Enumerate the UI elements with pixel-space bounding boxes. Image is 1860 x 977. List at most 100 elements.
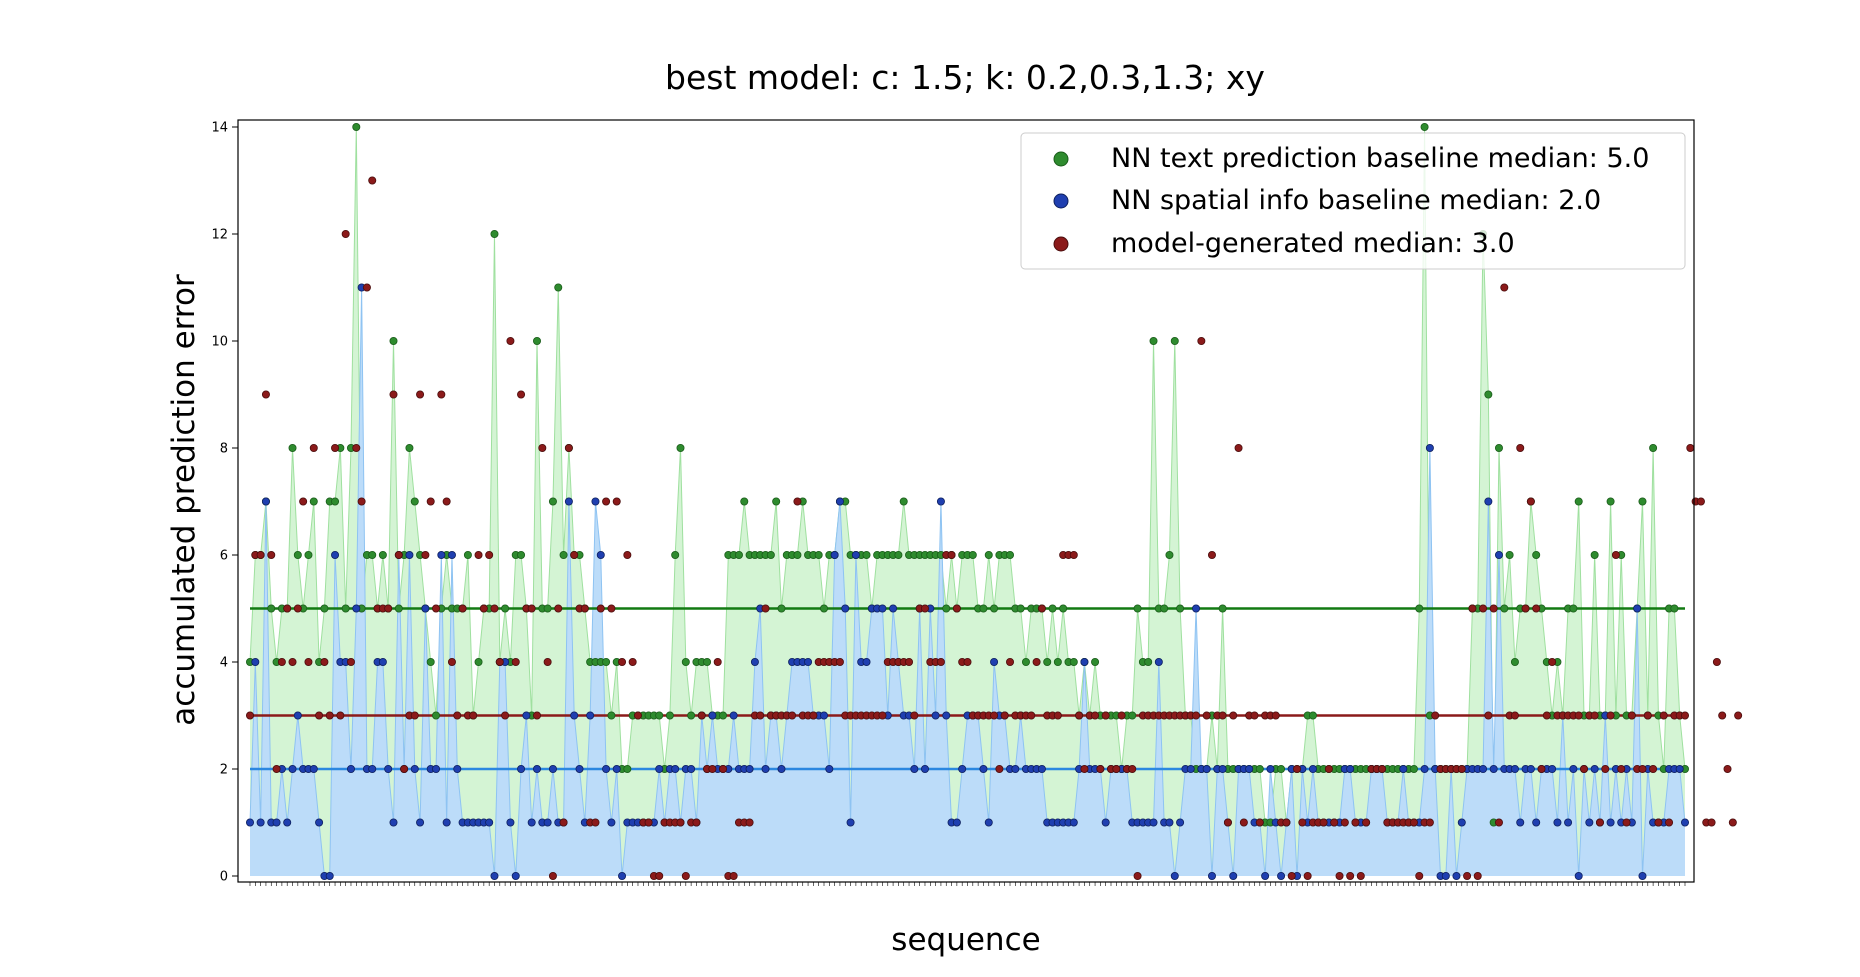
point-text-baseline [687,711,696,720]
point-model-generated [1053,711,1062,720]
point-spatial-baseline [671,765,680,774]
point-model-generated [1617,765,1626,774]
point-spatial-baseline [851,551,860,560]
point-text-baseline [1165,551,1174,560]
point-spatial-baseline [1308,765,1317,774]
point-text-baseline [990,604,999,613]
point-model-generated [788,711,797,720]
point-model-generated [1293,765,1302,774]
point-text-baseline [533,336,542,345]
point-spatial-baseline [1154,658,1163,667]
point-spatial-baseline [352,604,361,613]
point-text-baseline [1043,658,1052,667]
point-text-baseline [1006,551,1015,560]
point-text-baseline [777,604,786,613]
point-text-baseline [1670,604,1679,613]
point-text-baseline [1128,711,1137,720]
point-model-generated [267,551,276,560]
point-spatial-baseline [920,765,929,774]
point-text-baseline [426,658,435,667]
point-model-generated [362,283,371,292]
point-text-baseline [899,497,908,506]
point-spatial-baseline [1037,765,1046,774]
point-spatial-baseline [1633,604,1642,613]
point-text-baseline [1532,551,1541,560]
point-model-generated [681,872,690,881]
point-spatial-baseline [564,497,573,506]
point-spatial-baseline [596,551,605,560]
point-spatial-baseline [1176,818,1185,827]
point-model-generated [692,818,701,827]
point-text-baseline [352,123,361,132]
legend: NN text prediction baseline median: 5.0 … [1020,132,1686,270]
point-model-generated [1484,711,1493,720]
point-text-baseline [968,551,977,560]
point-spatial-baseline [1218,765,1227,774]
point-model-generated [936,658,945,667]
point-model-generated [1409,818,1418,827]
point-model-generated [756,711,765,720]
point-spatial-baseline [453,765,462,774]
point-model-generated [352,443,361,452]
point-spatial-baseline [1606,818,1615,827]
y-tick-label: 14 [211,121,228,136]
point-model-generated [1659,711,1668,720]
point-text-baseline [1048,604,1057,613]
point-spatial-baseline [1489,765,1498,774]
point-model-generated [1229,711,1238,720]
point-model-generated [1601,765,1610,774]
point-spatial-baseline [1192,604,1201,613]
point-model-generated [256,551,265,560]
point-model-generated [543,658,552,667]
point-spatial-baseline [942,711,951,720]
point-spatial-baseline [1261,872,1270,881]
point-text-baseline [1144,658,1153,667]
point-spatial-baseline [378,658,387,667]
point-model-generated [1638,765,1647,774]
point-model-generated [1271,711,1280,720]
point-text-baseline [474,658,483,667]
point-spatial-baseline [979,765,988,774]
point-text-baseline [676,443,685,452]
point-spatial-baseline [1149,818,1158,827]
point-spatial-baseline [1675,765,1684,774]
point-model-generated [1287,872,1296,881]
point-model-generated [1627,711,1636,720]
point-model-generated [1069,551,1078,560]
point-spatial-baseline [1532,818,1541,827]
point-model-generated [1128,765,1137,774]
point-spatial-baseline [745,765,754,774]
point-text-baseline [984,551,993,560]
point-model-generated [1521,604,1530,613]
point-spatial-baseline [602,765,611,774]
point-model-generated [304,658,313,667]
point-model-generated [283,604,292,613]
point-model-generated [548,872,557,881]
point-text-baseline [814,551,823,560]
point-spatial-baseline [432,765,441,774]
point-model-generated [1463,872,1472,881]
point-model-generated [1037,604,1046,613]
point-text-baseline [1069,658,1078,667]
point-model-generated [469,711,478,720]
point-text-baseline [463,551,472,560]
y-tick-label: 8 [220,442,228,457]
point-text-baseline [1255,765,1264,774]
point-text-baseline [1133,604,1142,613]
point-model-generated [1335,872,1344,881]
point-spatial-baseline [251,658,260,667]
point-spatial-baseline [511,872,520,881]
point-text-baseline [490,229,499,238]
point-model-generated [1494,818,1503,827]
y-tick-label: 10 [211,335,228,350]
point-spatial-baseline [506,818,515,827]
legend-box [1020,132,1686,270]
point-model-generated [394,551,403,560]
point-spatial-baseline [384,765,393,774]
point-model-generated [1479,604,1488,613]
point-text-baseline [1308,711,1317,720]
point-model-generated [1712,658,1721,667]
point-model-generated [346,658,355,667]
point-model-generated [299,497,308,506]
point-model-generated [341,229,350,238]
